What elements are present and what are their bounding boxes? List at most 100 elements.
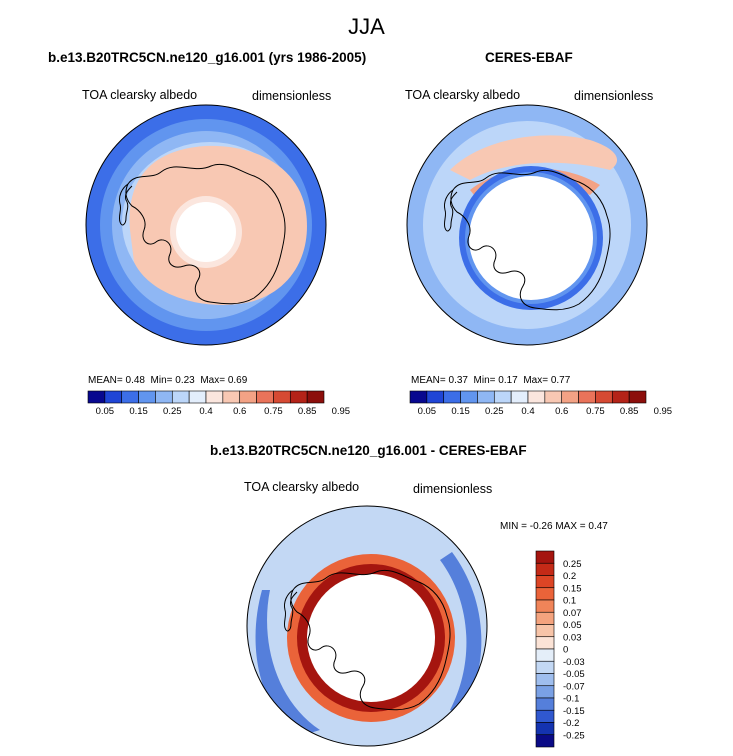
p2-high-albedo-arc (450, 135, 618, 180)
panel2-units-label: dimensionless (574, 89, 654, 103)
colorbar-swatch (535, 709, 555, 723)
colorbar-tick-label: 0.4 (521, 406, 534, 417)
colorbar-swatch (289, 390, 308, 404)
colorbar-swatch (535, 587, 555, 601)
panel1-variable-label: TOA clearsky albedo (82, 88, 198, 102)
colorbar-swatch (222, 390, 241, 404)
max-value: 0.47 (588, 521, 608, 532)
panel2-variable-label: TOA clearsky albedo (405, 88, 521, 102)
mean-label: MEAN= (411, 375, 446, 386)
colorbar-swatch (477, 390, 495, 404)
colorbar-tick-label: 0.2 (563, 571, 576, 582)
colorbar-tick-label: 0.03 (563, 632, 582, 643)
p3-map-border (246, 505, 488, 747)
p1-polar-hole (176, 202, 236, 262)
mean-value: 0.37 (448, 375, 468, 386)
colorbar-swatch (535, 599, 555, 613)
colorbar-tick-label: 0.05 (96, 406, 115, 417)
max-label: Max= (200, 375, 226, 386)
panel2-map (406, 104, 648, 346)
colorbar-tick-label: 0.85 (298, 406, 317, 417)
colorbar-tick-label: 0.05 (563, 620, 582, 631)
colorbar-swatch (527, 390, 546, 404)
min-value: 0.23 (175, 375, 195, 386)
colorbar-tick-label: 0.75 (264, 406, 283, 417)
colorbar-tick-label: -0.1 (563, 694, 579, 705)
colorbar-swatch (493, 390, 512, 404)
panel1-units-label: dimensionless (252, 89, 332, 103)
colorbar-tick-label: 0.6 (555, 406, 568, 417)
colorbar-swatch (535, 611, 555, 625)
colorbar-tick-label: 0.07 (563, 608, 582, 619)
colorbar-swatch (611, 390, 630, 404)
panel2-colorbar: 0.05 0.15 0.25 0.4 0.6 0.75 0.85 0.95 (409, 390, 673, 417)
min-value: 0.17 (498, 375, 518, 386)
colorbar-swatch (306, 390, 325, 404)
colorbar-swatch (409, 390, 428, 404)
colorbar-tick-label: 0 (563, 645, 568, 656)
colorbar-swatch (87, 390, 106, 404)
max-value: 0.69 (227, 375, 248, 386)
panel3-variable-label: TOA clearsky albedo (244, 480, 360, 494)
colorbar-swatch (171, 390, 190, 404)
panel3-title: b.e13.B20TRC5CN.ne120_g16.001 - CERES-EB… (210, 443, 527, 458)
figure-title: JJA (348, 14, 385, 39)
panel2-stats: MEAN= 0.37 Min= 0.17 Max= 0.77 (411, 375, 570, 386)
colorbar-swatch (595, 390, 613, 404)
panel1-stats: MEAN= 0.48 Min= 0.23 Max= 0.69 (88, 375, 247, 386)
colorbar-swatch (535, 685, 555, 699)
colorbar-swatch (460, 390, 478, 404)
colorbar-swatch (205, 390, 224, 404)
max-label: MAX = (555, 521, 586, 532)
colorbar-tick-label: 0.85 (620, 406, 639, 417)
colorbar-swatch (535, 562, 555, 576)
p2-masked-region (469, 176, 593, 300)
min-label: Min= (150, 375, 173, 386)
colorbar-swatch (426, 390, 445, 404)
colorbar-swatch (578, 390, 596, 404)
colorbar-tick-label: 0.25 (563, 559, 582, 570)
colorbar-swatch (535, 697, 555, 711)
colorbar-tick-label: -0.25 (563, 730, 585, 741)
max-value: 0.77 (550, 375, 571, 386)
colorbar-swatch (138, 390, 156, 404)
colorbar-tick-label: -0.15 (563, 706, 585, 717)
colorbar-swatch (561, 390, 579, 404)
min-value: -0.26 (529, 521, 553, 532)
mean-value: 0.48 (125, 375, 145, 386)
colorbar-tick-label: 0.6 (233, 406, 246, 417)
p2-map-border (406, 104, 648, 346)
colorbar-swatch (273, 390, 291, 404)
colorbar-tick-label: -0.07 (563, 681, 585, 692)
p3-negative-east (440, 552, 482, 716)
min-label: MIN = (500, 521, 527, 532)
colorbar-swatch (535, 636, 555, 650)
colorbar-tick-label: 0.25 (163, 406, 182, 417)
colorbar-swatch (535, 722, 555, 736)
panel1-title: b.e13.B20TRC5CN.ne120_g16.001 (yrs 1986-… (48, 50, 367, 65)
panel3-colorbar: 0.250.20.150.10.070.050.030-0.03-0.05-0.… (535, 550, 585, 748)
p1-map-border (85, 104, 327, 346)
colorbar-tick-label: 0.75 (586, 406, 605, 417)
colorbar-swatch (535, 660, 555, 674)
colorbar-tick-label: 0.15 (563, 583, 582, 594)
colorbar-swatch (535, 673, 555, 687)
colorbar-tick-label: 0.15 (129, 406, 148, 417)
colorbar-tick-label: -0.05 (563, 669, 585, 680)
colorbar-tick-label: 0.95 (654, 406, 673, 417)
colorbar-tick-label: 0.1 (563, 596, 576, 607)
colorbar-tick-label: 0.4 (199, 406, 212, 417)
colorbar-tick-label: 0.05 (418, 406, 437, 417)
panel1-map (85, 104, 327, 346)
panel2-title: CERES-EBAF (485, 50, 573, 65)
colorbar-swatch (256, 390, 274, 404)
colorbar-swatch (535, 734, 555, 748)
panel3-map (246, 505, 488, 747)
colorbar-swatch (544, 390, 563, 404)
panel3-units-label: dimensionless (413, 482, 493, 496)
min-label: Min= (473, 375, 496, 386)
colorbar-swatch (188, 390, 207, 404)
panel1-colorbar: 0.05 0.15 0.25 0.4 0.6 0.75 0.85 0.95 (87, 390, 350, 417)
colorbar-swatch (443, 390, 461, 404)
colorbar-tick-label: 0.25 (485, 406, 504, 417)
